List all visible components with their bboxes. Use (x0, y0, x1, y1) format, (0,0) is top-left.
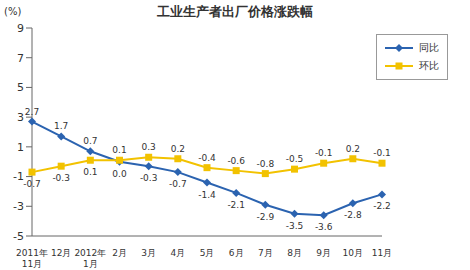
svg-text:3: 3 (17, 111, 24, 124)
svg-text:3月: 3月 (141, 248, 156, 258)
svg-text:0.2: 0.2 (171, 144, 185, 154)
svg-text:0.2: 0.2 (346, 144, 360, 154)
svg-text:-0.5: -0.5 (286, 154, 304, 164)
svg-text:0.1: 0.1 (83, 167, 97, 177)
svg-text:0.3: 0.3 (142, 142, 156, 152)
svg-text:-0.3: -0.3 (140, 173, 158, 183)
svg-text:-0.1: -0.1 (315, 148, 333, 158)
svg-text:9: 9 (17, 22, 24, 35)
svg-text:-0.6: -0.6 (227, 156, 245, 166)
svg-text:4月: 4月 (170, 248, 185, 258)
svg-text:8月: 8月 (287, 248, 302, 258)
html-text:环比: 环比 (419, 60, 439, 71)
svg-text:1.7: 1.7 (54, 121, 68, 131)
svg-text:2月: 2月 (112, 248, 127, 258)
svg-text:-0.1: -0.1 (373, 148, 391, 158)
svg-text:11月: 11月 (372, 248, 392, 258)
svg-text:-2.9: -2.9 (257, 212, 275, 222)
svg-text:5月: 5月 (200, 248, 215, 258)
svg-text:-3.5: -3.5 (286, 221, 304, 231)
svg-text:-3.6: -3.6 (315, 222, 333, 232)
svg-text:-2.1: -2.1 (227, 200, 245, 210)
svg-text:-0.7: -0.7 (23, 179, 41, 189)
svg-text:-3: -3 (13, 200, 24, 213)
svg-text:7: 7 (17, 52, 24, 65)
svg-text:-0.8: -0.8 (257, 159, 275, 169)
svg-text:2011年11月: 2011年11月 (16, 248, 48, 269)
svg-text:-1.4: -1.4 (198, 190, 216, 200)
html-text:工业生产者出厂价格涨跌幅: 工业生产者出厂价格涨跌幅 (157, 4, 313, 19)
svg-text:5: 5 (17, 81, 24, 94)
svg-text:1: 1 (17, 141, 24, 154)
svg-text:6月: 6月 (229, 248, 244, 258)
svg-text:-5: -5 (13, 230, 24, 243)
svg-text:9月: 9月 (316, 248, 331, 258)
svg-text:-2.2: -2.2 (373, 201, 391, 211)
svg-text:10月: 10月 (343, 248, 363, 258)
svg-text:2012年1月: 2012年1月 (74, 248, 106, 269)
svg-text:0.7: 0.7 (83, 136, 97, 146)
svg-text:0.1: 0.1 (112, 145, 126, 155)
svg-text:-0.7: -0.7 (169, 179, 187, 189)
svg-text:-0.4: -0.4 (198, 153, 216, 163)
svg-text:12月: 12月 (51, 248, 71, 258)
svg-text:2.7: 2.7 (25, 107, 39, 117)
svg-text:-0.3: -0.3 (52, 173, 70, 183)
svg-text:7月: 7月 (258, 248, 273, 258)
svg-text:-1: -1 (13, 170, 24, 184)
html-text:同比: 同比 (419, 42, 439, 53)
svg-text:-2.8: -2.8 (344, 210, 362, 220)
svg-text:0.0: 0.0 (112, 169, 127, 179)
